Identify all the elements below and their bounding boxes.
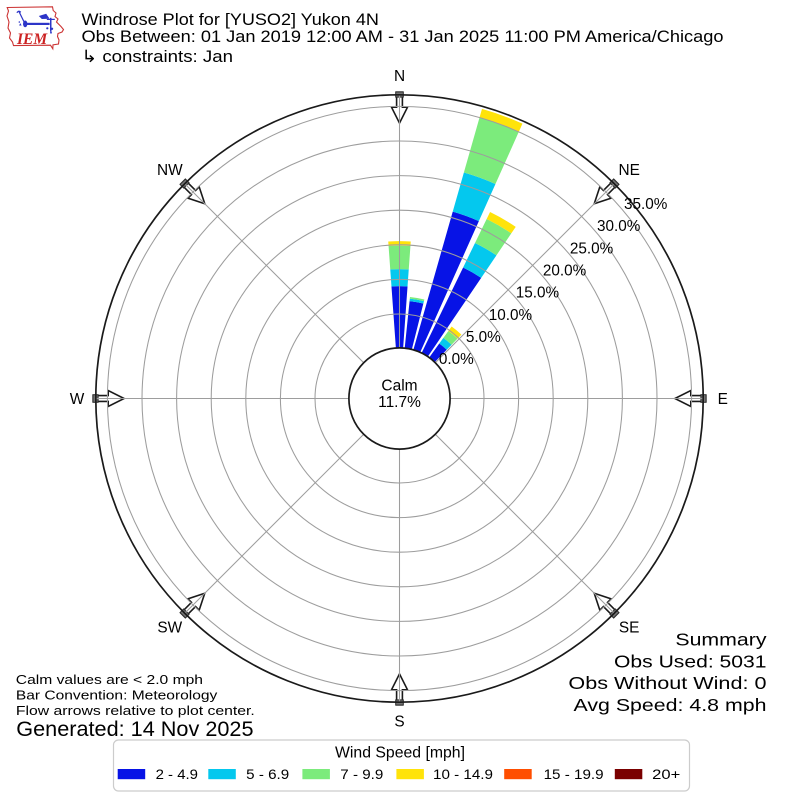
svg-text:E: E xyxy=(718,391,728,408)
svg-text:IEM: IEM xyxy=(16,31,48,48)
svg-text:Calm: Calm xyxy=(381,378,417,395)
svg-text:15 - 19.9: 15 - 19.9 xyxy=(544,767,604,783)
svg-text:10 - 14.9: 10 - 14.9 xyxy=(433,767,493,783)
svg-text:Wind Speed [mph]: Wind Speed [mph] xyxy=(335,745,465,762)
svg-text:Obs Between: 01 Jan 2019 12:00: Obs Between: 01 Jan 2019 12:00 AM - 31 J… xyxy=(82,27,724,46)
svg-text:10.0%: 10.0% xyxy=(489,307,533,324)
svg-text:0.0%: 0.0% xyxy=(439,351,474,368)
svg-text:Obs Without Wind: 0: Obs Without Wind: 0 xyxy=(568,673,766,693)
svg-text:↳ constraints: Jan: ↳ constraints: Jan xyxy=(82,47,234,66)
svg-text:11.7%: 11.7% xyxy=(378,394,421,411)
svg-text:25.0%: 25.0% xyxy=(570,240,614,257)
svg-text:Generated: 14 Nov 2025: Generated: 14 Nov 2025 xyxy=(16,718,253,741)
svg-text:SE: SE xyxy=(619,620,640,637)
svg-text:NE: NE xyxy=(619,162,640,179)
svg-text:Summary: Summary xyxy=(675,630,766,650)
svg-text:35.0%: 35.0% xyxy=(624,196,668,213)
svg-text:2 - 4.9: 2 - 4.9 xyxy=(156,767,199,783)
svg-text:Windrose Plot for [YUSO2] Yuko: Windrose Plot for [YUSO2] Yukon 4N xyxy=(82,10,379,29)
svg-text:20.0%: 20.0% xyxy=(543,262,587,279)
svg-text:5 - 6.9: 5 - 6.9 xyxy=(246,767,289,783)
svg-text:W: W xyxy=(70,391,85,408)
svg-text:30.0%: 30.0% xyxy=(597,218,641,235)
svg-text:SW: SW xyxy=(157,620,182,637)
svg-text:20+: 20+ xyxy=(652,767,680,783)
svg-text:NW: NW xyxy=(157,162,183,179)
svg-text:S: S xyxy=(394,714,404,731)
svg-text:Avg Speed: 4.8 mph: Avg Speed: 4.8 mph xyxy=(574,695,767,715)
svg-text:15.0%: 15.0% xyxy=(516,285,560,302)
svg-text:5.0%: 5.0% xyxy=(466,329,501,346)
svg-text:Calm values are < 2.0 mph: Calm values are < 2.0 mph xyxy=(16,672,203,687)
svg-text:N: N xyxy=(394,68,405,85)
svg-text:Bar Convention: Meteorology: Bar Convention: Meteorology xyxy=(16,688,218,703)
svg-text:Obs Used: 5031: Obs Used: 5031 xyxy=(614,651,767,671)
svg-text:Flow arrows relative to plot c: Flow arrows relative to plot center. xyxy=(16,703,255,718)
svg-text:7 - 9.9: 7 - 9.9 xyxy=(340,767,383,783)
